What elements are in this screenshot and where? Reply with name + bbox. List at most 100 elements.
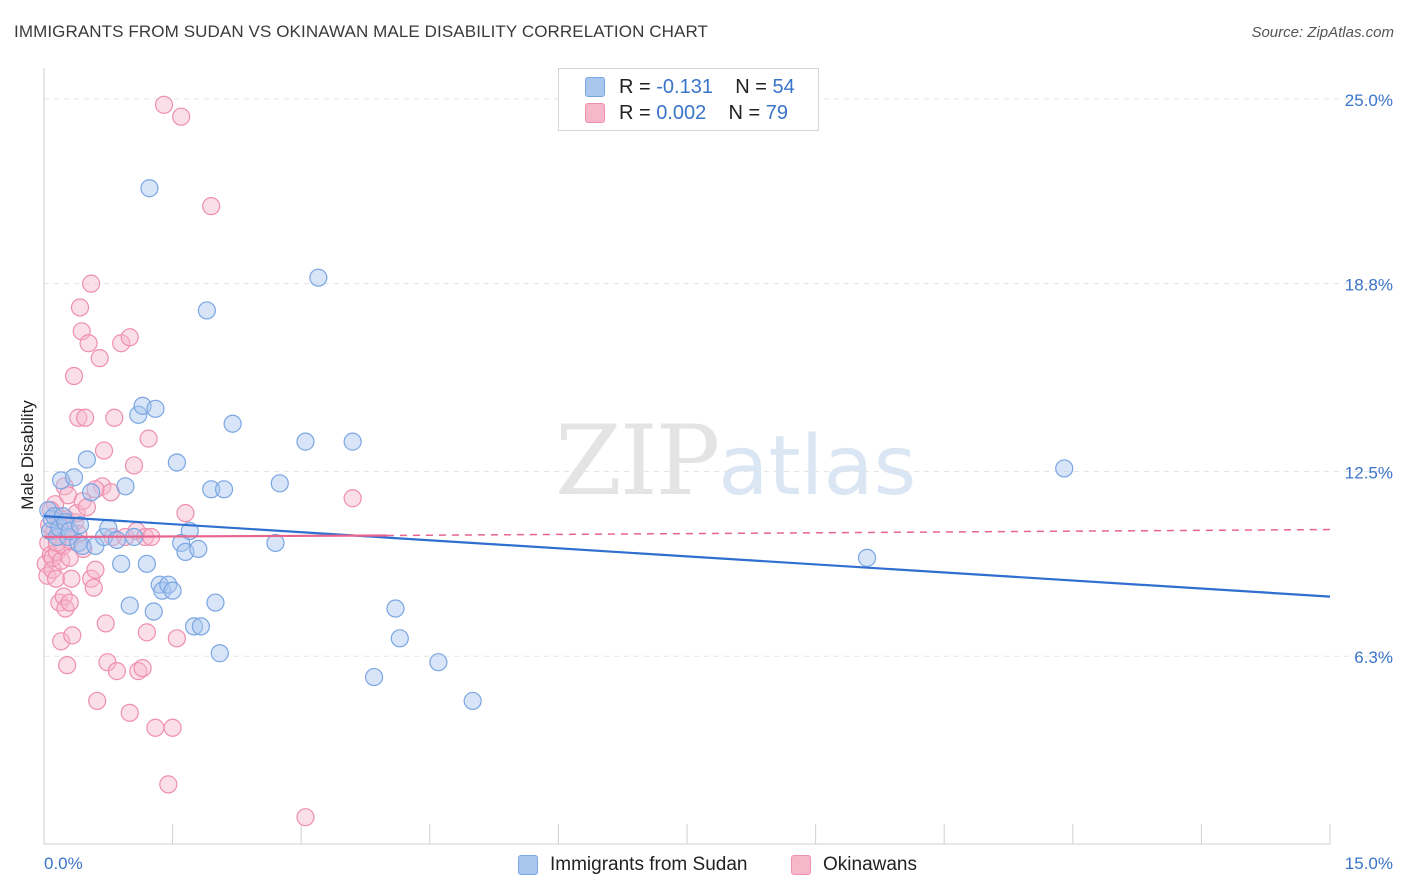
sudan-point <box>144 602 163 621</box>
legend-r-value: 0.002 <box>656 101 707 124</box>
okinawans-point <box>163 718 182 737</box>
okinawans-trend-extension <box>386 528 1331 537</box>
okinawans-point <box>46 569 66 588</box>
sudan-point <box>129 405 148 424</box>
okinawans-point <box>94 441 114 460</box>
sudan-point <box>1055 459 1074 478</box>
watermark-zip: ZIP <box>555 405 720 517</box>
trend-lines <box>43 515 1331 598</box>
watermark: ZIPatlas <box>555 405 916 517</box>
y-tick-label: 25.0% <box>1345 91 1393 110</box>
series-legend-okinawans: Okinawans <box>791 852 917 878</box>
sudan-point <box>70 515 90 535</box>
sudan-point <box>120 596 139 615</box>
okinawans-point <box>90 349 109 368</box>
watermark-atlas: atlas <box>718 419 917 514</box>
okinawans-point <box>202 197 221 216</box>
sudan-point <box>197 301 216 320</box>
y-tick-label: 18.8% <box>1345 276 1393 295</box>
sudan-point <box>463 691 482 711</box>
sudan-point <box>189 539 208 559</box>
sudan-point <box>82 483 101 502</box>
okinawans-point <box>96 614 115 633</box>
sudan-point <box>223 414 242 433</box>
x-tick-label-min: 0.0% <box>44 854 83 873</box>
okinawans-point <box>105 408 124 427</box>
okinawans-point <box>137 623 156 642</box>
okinawans-point <box>120 328 139 347</box>
okinawans-trend-line <box>43 534 387 539</box>
okinawans-point <box>82 274 101 293</box>
series-swatch-sudan <box>518 855 538 875</box>
sudan-point <box>206 593 225 612</box>
axes <box>43 68 1331 845</box>
okinawans-point <box>167 629 186 648</box>
sudan-point <box>116 477 135 496</box>
sudan-point <box>343 432 362 451</box>
sudan-point <box>107 530 126 550</box>
sudan-point <box>146 399 165 418</box>
sudan-point <box>112 554 131 573</box>
legend-r-label: R = <box>619 75 651 98</box>
sudan-point <box>429 653 448 672</box>
y-tick-label: 12.5% <box>1345 463 1393 482</box>
okinawans-point <box>60 548 79 567</box>
okinawans-point <box>60 593 79 612</box>
okinawans-point <box>124 456 144 475</box>
y-tick-label: 6.3% <box>1354 648 1393 667</box>
series-label-sudan: Immigrants from Sudan <box>550 854 748 875</box>
okinawans-point <box>76 408 95 427</box>
series-label-okinawans: Okinawans <box>823 854 917 875</box>
okinawans-point <box>86 560 105 579</box>
sudan-point <box>214 480 234 499</box>
sudan-point <box>202 480 221 499</box>
okinawans-point <box>64 366 84 386</box>
okinawans-point <box>70 298 90 317</box>
sudan-point <box>364 667 384 687</box>
sudan-point <box>137 554 156 573</box>
okinawans-point <box>146 718 165 737</box>
legend-row-okinawans: R = 0.002 N = 79 <box>585 101 788 125</box>
okinawans-point <box>296 808 315 827</box>
legend-n-value: 79 <box>765 101 789 124</box>
okinawans-point <box>139 429 158 448</box>
sudan-point <box>390 629 409 648</box>
sudan-point <box>191 617 210 636</box>
legend-row-sudan: R = -0.131 N = 54 <box>585 75 795 99</box>
legend-n-label: N = <box>735 75 767 98</box>
okinawans-point <box>84 578 103 597</box>
sudan-point <box>64 468 84 487</box>
okinawans-point <box>58 656 77 675</box>
okinawans-point <box>77 498 96 517</box>
legend-r-label: R = <box>619 101 651 124</box>
okinawans-point <box>176 504 195 523</box>
legend-swatch-okinawans <box>585 103 605 123</box>
okinawans-point <box>62 569 81 588</box>
okinawans-point <box>172 107 191 126</box>
okinawans-points <box>36 95 362 827</box>
okinawans-point <box>159 775 178 794</box>
legend-r-value: -0.131 <box>656 75 713 98</box>
sudan-points <box>39 179 1074 711</box>
series-swatch-okinawans <box>791 855 811 875</box>
legend-n-label: N = <box>728 101 761 124</box>
okinawans-point <box>133 659 152 678</box>
sudan-trend-line <box>43 515 1331 598</box>
sudan-point <box>857 548 877 567</box>
x-tick-label-max: 15.0% <box>1345 854 1393 873</box>
okinawans-point <box>63 626 82 645</box>
series-legend-sudan: Immigrants from Sudan <box>518 852 747 878</box>
correlation-legend: R = -0.131 N = 54 R = 0.002 N = 79 <box>558 68 819 131</box>
sudan-point <box>309 268 328 287</box>
sudan-point <box>210 644 229 663</box>
okinawans-point <box>107 662 126 681</box>
okinawans-point <box>69 408 88 427</box>
source-label: Source: ZipAtlas.com <box>1251 24 1394 41</box>
sudan-point <box>140 179 159 198</box>
okinawans-point <box>79 334 98 353</box>
sudan-point <box>296 432 315 451</box>
sudan-point <box>163 581 182 600</box>
sudan-point <box>270 474 289 493</box>
sudan-point <box>167 453 186 472</box>
